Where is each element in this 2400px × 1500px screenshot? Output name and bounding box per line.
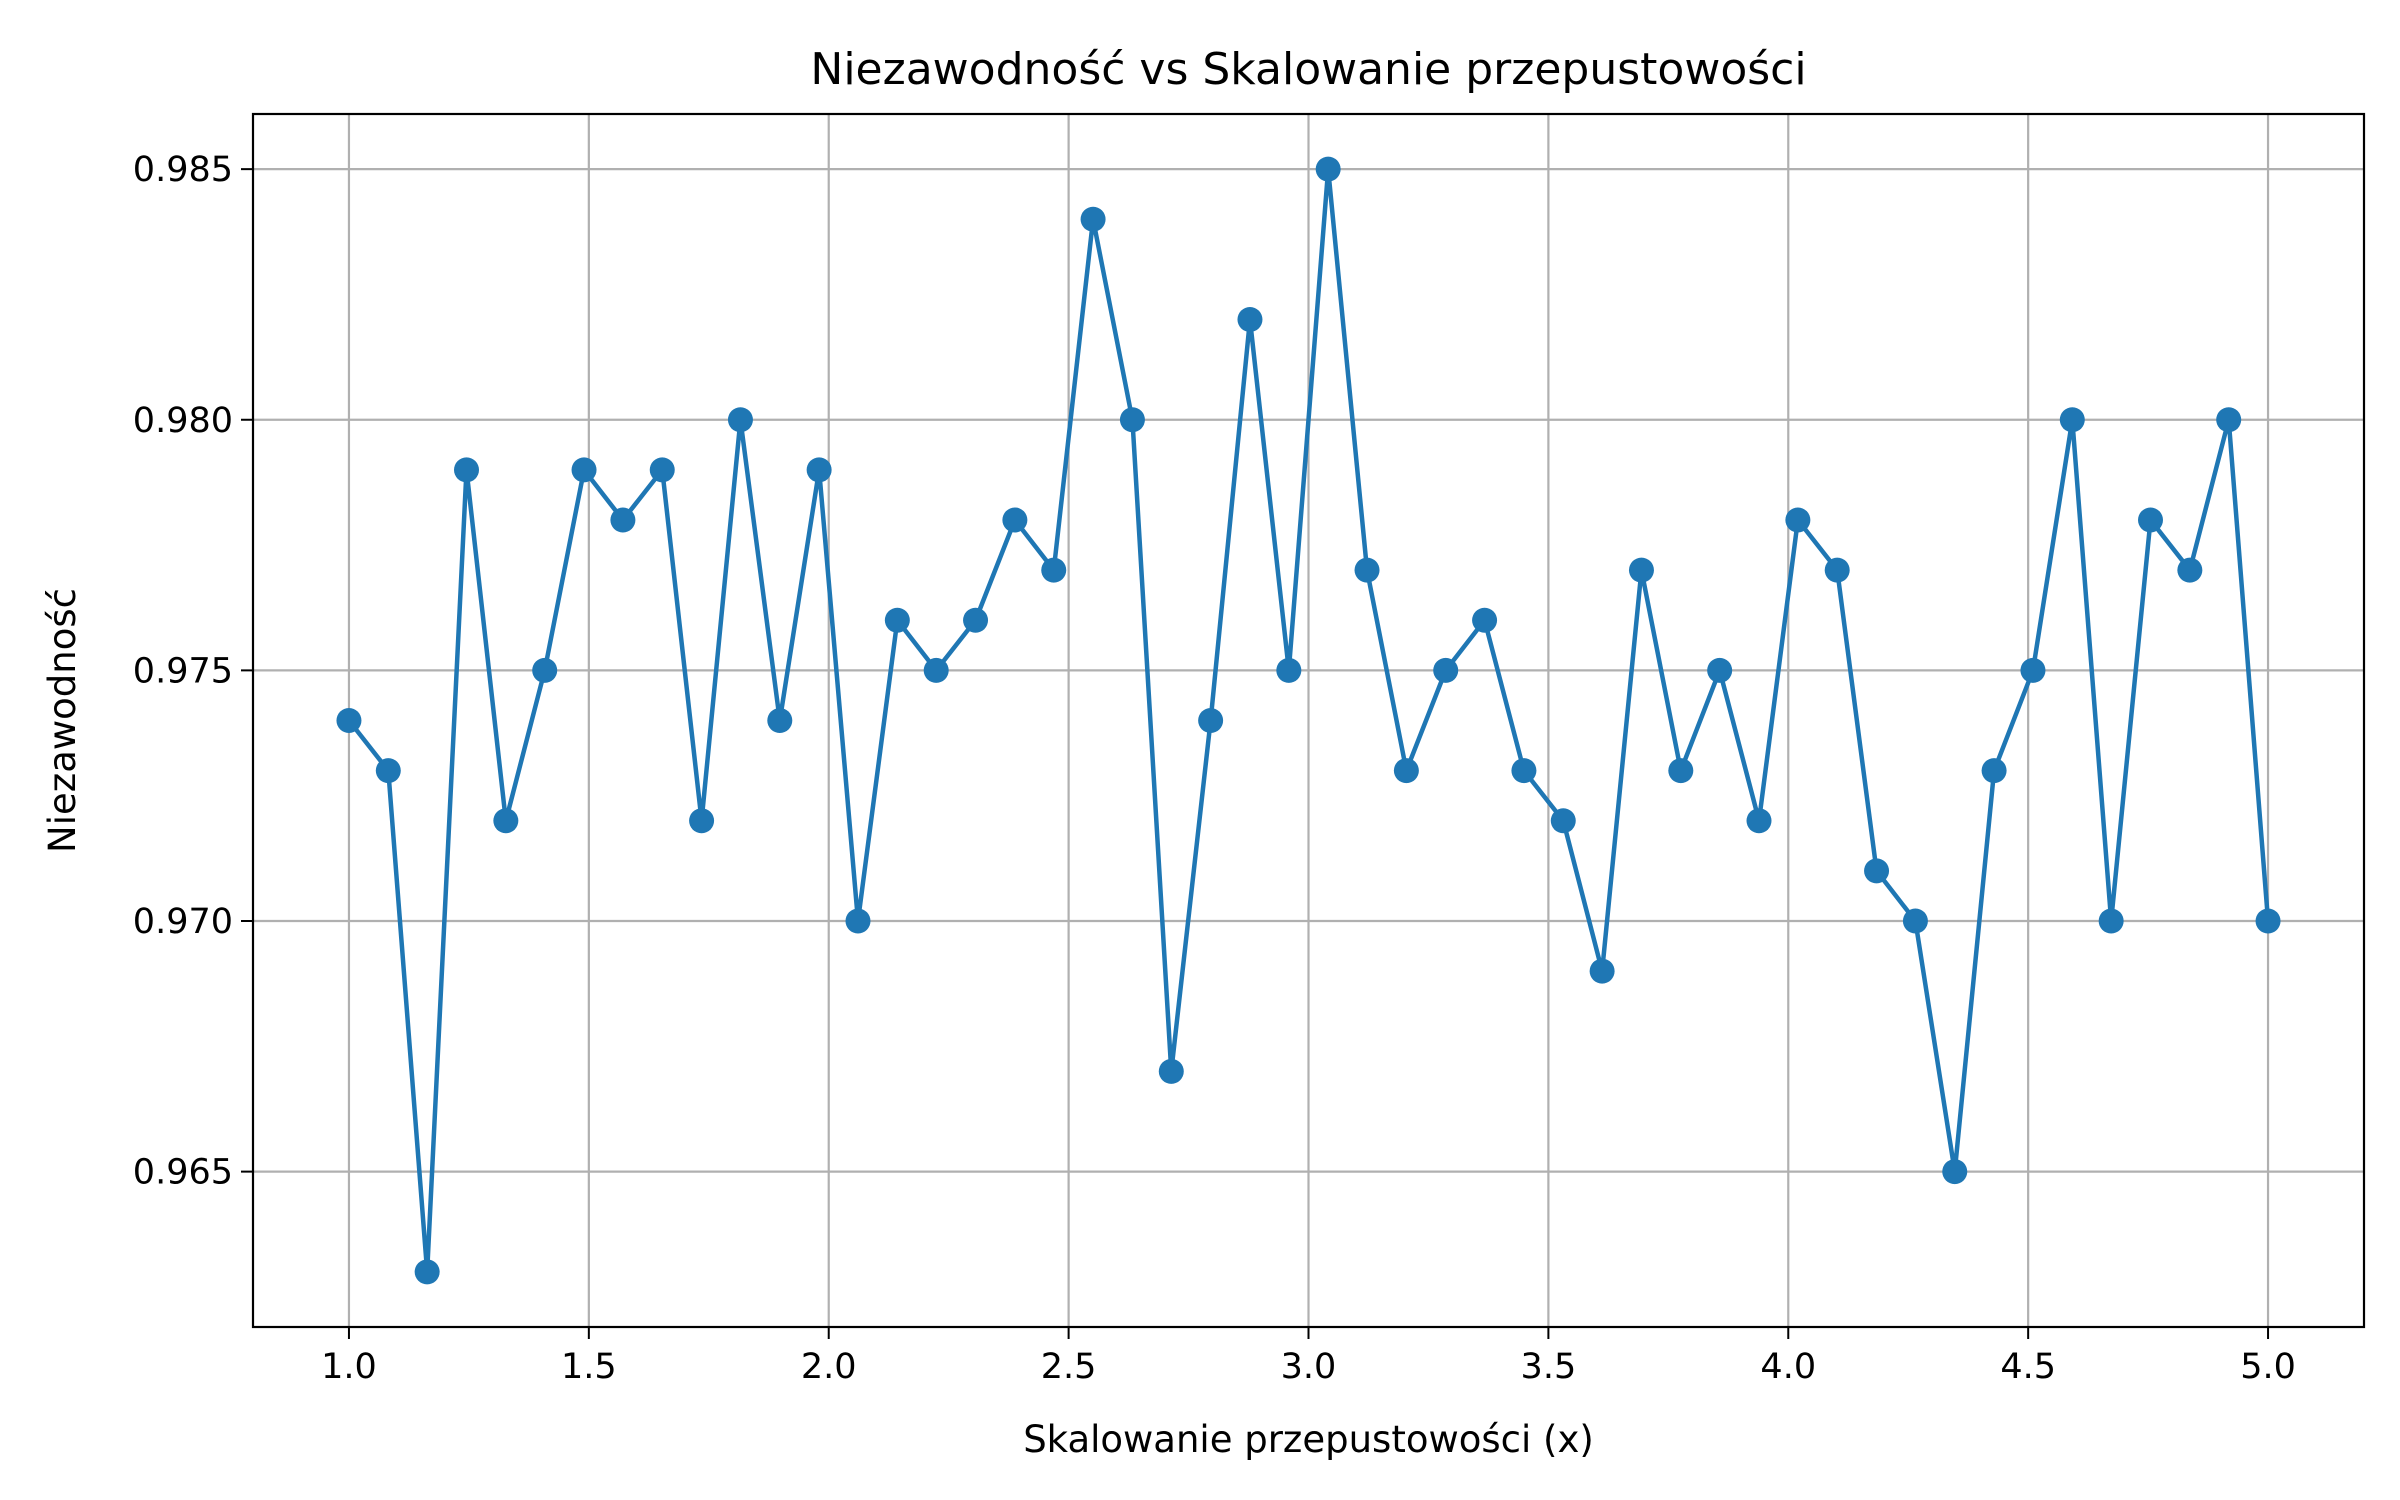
data-point bbox=[1119, 407, 1145, 433]
x-tick-label: 3.5 bbox=[1521, 1347, 1577, 1387]
data-point bbox=[1511, 758, 1537, 784]
data-point bbox=[2098, 908, 2124, 934]
data-point bbox=[845, 908, 871, 934]
data-point bbox=[2138, 507, 2164, 533]
data-point bbox=[2177, 557, 2203, 583]
data-point bbox=[1589, 958, 1615, 984]
x-tick-label: 4.0 bbox=[1760, 1347, 1816, 1387]
data-point bbox=[689, 808, 715, 834]
data-point bbox=[1315, 156, 1341, 182]
data-point bbox=[532, 657, 558, 683]
data-point bbox=[1746, 808, 1772, 834]
data-point bbox=[453, 457, 479, 483]
data-point bbox=[649, 457, 675, 483]
data-point bbox=[1550, 808, 1576, 834]
data-point bbox=[923, 657, 949, 683]
data-point bbox=[1237, 307, 1263, 333]
data-point bbox=[1198, 708, 1224, 733]
data-point bbox=[1080, 206, 1106, 232]
data-point bbox=[1002, 507, 1028, 533]
x-tick-label: 1.0 bbox=[321, 1347, 377, 1387]
data-point bbox=[1628, 557, 1654, 583]
data-point bbox=[1393, 758, 1419, 784]
data-point bbox=[727, 407, 753, 433]
data-point bbox=[375, 758, 401, 784]
data-point bbox=[1472, 607, 1498, 633]
x-tick-label: 2.5 bbox=[1041, 1347, 1097, 1387]
data-point bbox=[1668, 758, 1694, 784]
x-tick-label: 1.5 bbox=[561, 1347, 617, 1387]
data-point bbox=[1942, 1159, 1968, 1185]
data-point bbox=[806, 457, 832, 483]
x-axis-label: Skalowanie przepustowości (x) bbox=[1023, 1418, 1594, 1461]
series-line bbox=[346, 166, 2271, 1275]
y-axis-label: Niezawodność bbox=[41, 588, 84, 853]
data-point bbox=[336, 708, 362, 733]
data-point bbox=[2216, 407, 2242, 433]
data-point bbox=[1707, 657, 1733, 683]
series-layer bbox=[336, 156, 2281, 1285]
data-point bbox=[1902, 908, 1928, 934]
data-point bbox=[610, 507, 636, 533]
data-point bbox=[884, 607, 910, 633]
data-point bbox=[1041, 557, 1067, 583]
data-point bbox=[1276, 657, 1302, 683]
data-point bbox=[2255, 908, 2281, 934]
data-point bbox=[1433, 657, 1459, 683]
x-tick-label: 2.0 bbox=[801, 1347, 857, 1387]
data-point bbox=[571, 457, 597, 483]
data-point bbox=[1824, 557, 1850, 583]
x-axis-ticks: 1.0 1.5 2.0 2.5 3.0 3.5 4.0 4.5 5.0 bbox=[321, 1327, 2296, 1387]
data-point bbox=[767, 708, 793, 733]
y-tick-label: 0.975 bbox=[133, 651, 233, 691]
data-point bbox=[963, 607, 989, 633]
grid bbox=[253, 114, 2364, 1327]
y-tick-label: 0.980 bbox=[133, 401, 233, 441]
x-tick-label: 3.0 bbox=[1281, 1347, 1337, 1387]
data-point bbox=[1354, 557, 1380, 583]
x-tick-label: 5.0 bbox=[2240, 1347, 2296, 1387]
data-point bbox=[2059, 407, 2085, 433]
data-point bbox=[493, 808, 519, 834]
data-point bbox=[2020, 657, 2046, 683]
x-tick-label: 4.5 bbox=[2000, 1347, 2056, 1387]
y-tick-label: 0.985 bbox=[133, 150, 233, 190]
data-point bbox=[1864, 858, 1890, 884]
data-point bbox=[1785, 507, 1811, 533]
y-tick-label: 0.965 bbox=[133, 1153, 233, 1193]
chart-title: Niezawodność vs Skalowanie przepustowośc… bbox=[810, 44, 1806, 95]
data-point bbox=[1981, 758, 2007, 784]
data-point bbox=[414, 1259, 440, 1285]
data-point bbox=[1158, 1058, 1184, 1084]
y-axis-ticks: 0.965 0.970 0.975 0.980 0.985 bbox=[133, 150, 253, 1193]
y-tick-label: 0.970 bbox=[133, 902, 233, 942]
